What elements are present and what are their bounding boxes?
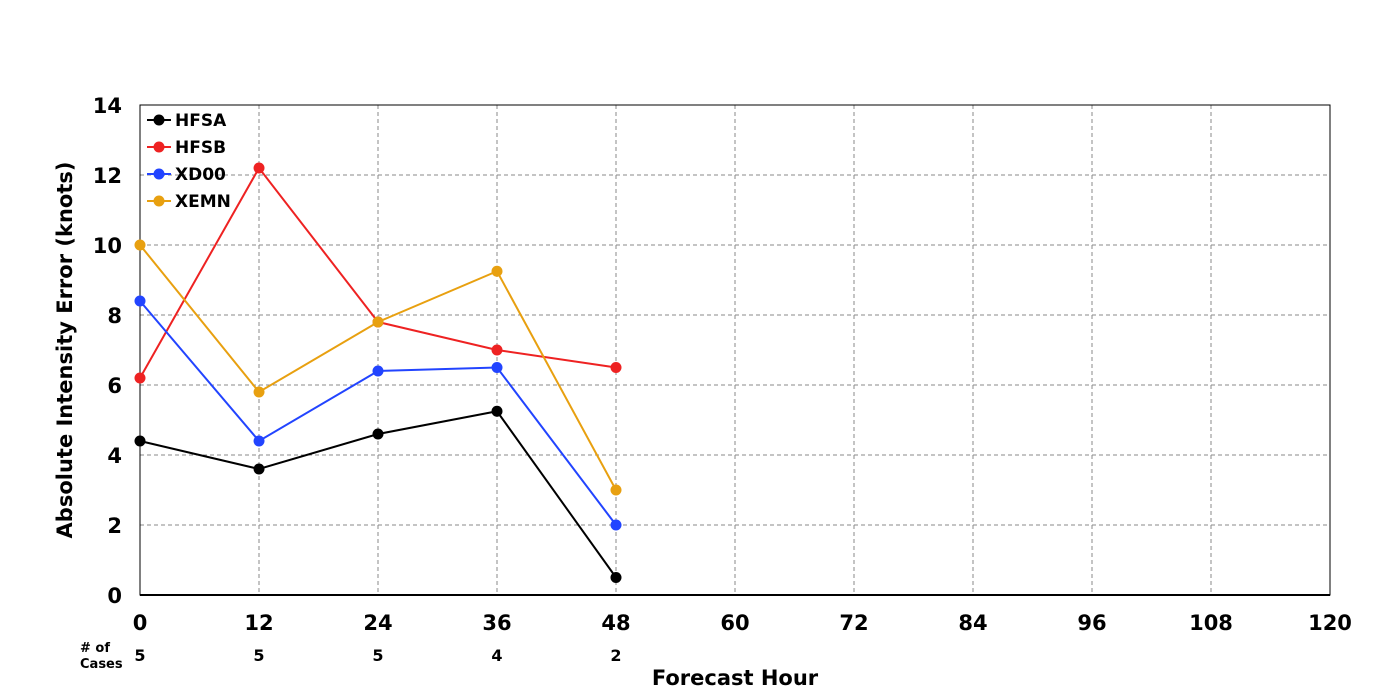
y-tick-label: 8 <box>107 304 122 328</box>
data-point-xd00 <box>372 365 384 377</box>
data-point-hfsb <box>491 344 503 356</box>
legend-label-xd00: XD00 <box>175 165 226 185</box>
x-tick-label: 0 <box>133 611 148 635</box>
data-point-hfsb <box>253 162 265 174</box>
x-tick-label: 60 <box>720 611 749 635</box>
data-point-hfsa <box>253 463 265 475</box>
y-axis-title: Absolute Intensity Error (knots) <box>53 162 77 539</box>
y-tick-label: 6 <box>107 374 122 398</box>
x-tick-label: 36 <box>482 611 511 635</box>
y-tick-label: 2 <box>107 514 122 538</box>
data-point-hfsa <box>491 405 503 417</box>
y-tick-label: 0 <box>107 584 122 608</box>
x-axis-title: Forecast Hour <box>652 666 819 690</box>
legend-marker-hfsb <box>153 141 165 153</box>
data-point-xemn <box>253 386 265 398</box>
x-tick-label: 84 <box>958 611 987 635</box>
x-tick-label: 96 <box>1077 611 1106 635</box>
cases-value: 5 <box>372 646 383 665</box>
data-point-hfsb <box>134 372 146 384</box>
data-series <box>134 162 622 583</box>
data-point-xd00 <box>134 295 146 307</box>
x-tick-label: 120 <box>1308 611 1352 635</box>
legend-label-hfsb: HFSB <box>175 138 226 158</box>
x-tick-label: 108 <box>1189 611 1233 635</box>
y-tick-label: 12 <box>93 164 122 188</box>
y-tick-label: 10 <box>93 234 122 258</box>
data-point-hfsb <box>610 362 622 373</box>
data-point-xd00 <box>610 519 622 531</box>
cases-label-line1: # of <box>80 641 110 656</box>
cases-value: 5 <box>134 646 145 665</box>
x-tick-label: 48 <box>601 611 630 635</box>
x-tick-label: 24 <box>363 611 392 635</box>
cases-value: 2 <box>610 646 621 665</box>
data-point-hfsa <box>610 572 622 583</box>
x-tick-label: 72 <box>839 611 868 635</box>
data-point-xd00 <box>253 435 265 447</box>
legend: HFSA HFSB XD00 XEMN <box>147 111 231 212</box>
cases-value: 4 <box>491 646 502 665</box>
cases-label-line2: Cases <box>80 657 123 672</box>
data-point-hfsa <box>372 428 384 440</box>
legend-marker-xemn <box>153 195 165 207</box>
axes <box>139 104 1331 596</box>
grid-lines <box>140 105 1330 595</box>
data-point-xemn <box>610 484 622 496</box>
legend-label-xemn: XEMN <box>175 192 231 212</box>
data-point-xemn <box>491 265 503 277</box>
data-point-xd00 <box>491 362 503 373</box>
y-tick-label: 14 <box>93 94 122 118</box>
cases-value: 5 <box>253 646 264 665</box>
data-point-xemn <box>372 316 384 328</box>
y-tick-label: 4 <box>107 444 122 468</box>
legend-marker-hfsa <box>153 114 165 126</box>
legend-label-hfsa: HFSA <box>175 111 227 131</box>
legend-marker-xd00 <box>153 168 165 180</box>
data-point-hfsa <box>134 435 146 447</box>
data-point-xemn <box>134 239 146 251</box>
x-tick-label: 12 <box>244 611 273 635</box>
